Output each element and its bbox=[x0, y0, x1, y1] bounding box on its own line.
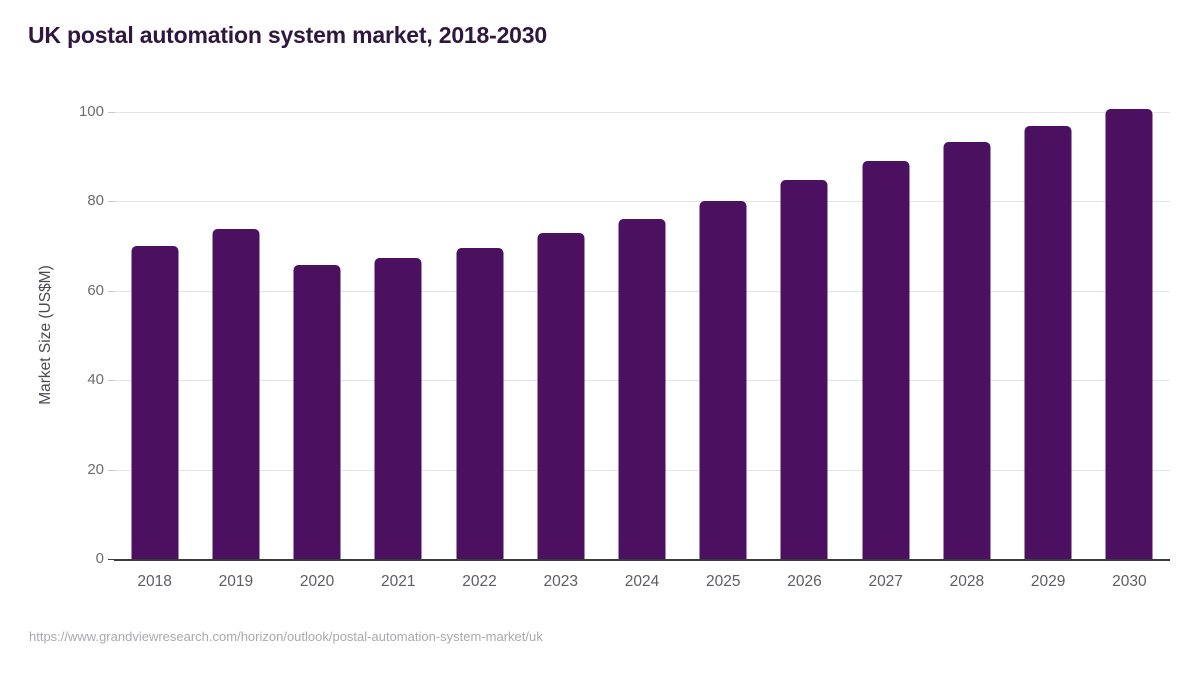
y-tick-mark bbox=[108, 559, 115, 560]
bar-group[interactable] bbox=[276, 111, 357, 559]
x-tick-label: 2020 bbox=[299, 573, 335, 590]
bar[interactable] bbox=[131, 246, 179, 559]
bar-group[interactable] bbox=[764, 111, 845, 559]
bar[interactable] bbox=[618, 219, 666, 559]
plot-area bbox=[114, 109, 1170, 559]
x-tick-label: 2029 bbox=[1030, 573, 1066, 590]
x-tick-label: 2024 bbox=[624, 573, 660, 590]
x-tick-label: 2028 bbox=[949, 573, 985, 590]
x-tick-label: 2030 bbox=[1112, 573, 1147, 590]
bar-group[interactable] bbox=[926, 111, 1007, 559]
y-tick-label: 80 bbox=[87, 192, 104, 209]
bar-group[interactable] bbox=[439, 111, 520, 559]
bar[interactable] bbox=[212, 229, 260, 559]
x-tick-label: 2025 bbox=[705, 573, 741, 590]
y-axis-title: Market Size (US$M) bbox=[37, 265, 54, 405]
y-tick-label: 60 bbox=[87, 281, 104, 299]
bar-group[interactable] bbox=[358, 111, 439, 559]
bar[interactable] bbox=[374, 258, 422, 559]
bar-group[interactable] bbox=[601, 111, 682, 559]
source-url-label[interactable]: https://www.grandviewresearch.com/horizo… bbox=[29, 629, 543, 644]
y-tick-label: 20 bbox=[87, 460, 104, 478]
y-tick-label: 40 bbox=[87, 371, 104, 388]
bar[interactable] bbox=[780, 179, 828, 559]
bar[interactable] bbox=[699, 201, 747, 559]
y-tick-label: 0 bbox=[95, 550, 104, 567]
bar[interactable] bbox=[1105, 109, 1153, 559]
y-tick-mark bbox=[108, 201, 115, 202]
bar-group[interactable] bbox=[1089, 109, 1170, 559]
bar-group[interactable] bbox=[1008, 111, 1089, 559]
x-tick-label: 2027 bbox=[868, 573, 903, 590]
y-tick-label: 100 bbox=[78, 102, 104, 120]
gridline bbox=[114, 111, 1170, 113]
bar-group[interactable] bbox=[683, 111, 764, 559]
bar-group[interactable] bbox=[114, 111, 195, 559]
bar[interactable] bbox=[456, 247, 504, 559]
bar[interactable] bbox=[1024, 125, 1072, 559]
bar[interactable] bbox=[862, 161, 910, 559]
x-tick-label: 2021 bbox=[381, 573, 416, 590]
bar[interactable] bbox=[537, 233, 585, 559]
x-tick-label: 2019 bbox=[218, 573, 254, 590]
bar[interactable] bbox=[293, 265, 341, 559]
y-tick-mark bbox=[108, 380, 115, 381]
x-tick-label: 2018 bbox=[137, 573, 172, 590]
bar[interactable] bbox=[943, 141, 991, 559]
bar-group[interactable] bbox=[845, 111, 926, 559]
x-axis-line bbox=[114, 559, 1170, 561]
y-tick-mark bbox=[108, 111, 115, 113]
x-tick-label: 2026 bbox=[787, 573, 822, 590]
gridline bbox=[114, 201, 1170, 202]
y-tick-mark bbox=[108, 290, 115, 292]
bar-group[interactable] bbox=[195, 111, 276, 559]
y-tick-mark bbox=[108, 469, 115, 471]
x-tick-label: 2022 bbox=[462, 573, 497, 590]
bars-layer bbox=[114, 109, 1170, 559]
chart-title: UK postal automation system market, 2018… bbox=[28, 22, 547, 48]
x-tick-label: 2023 bbox=[543, 573, 579, 590]
bar-group[interactable] bbox=[520, 111, 601, 559]
